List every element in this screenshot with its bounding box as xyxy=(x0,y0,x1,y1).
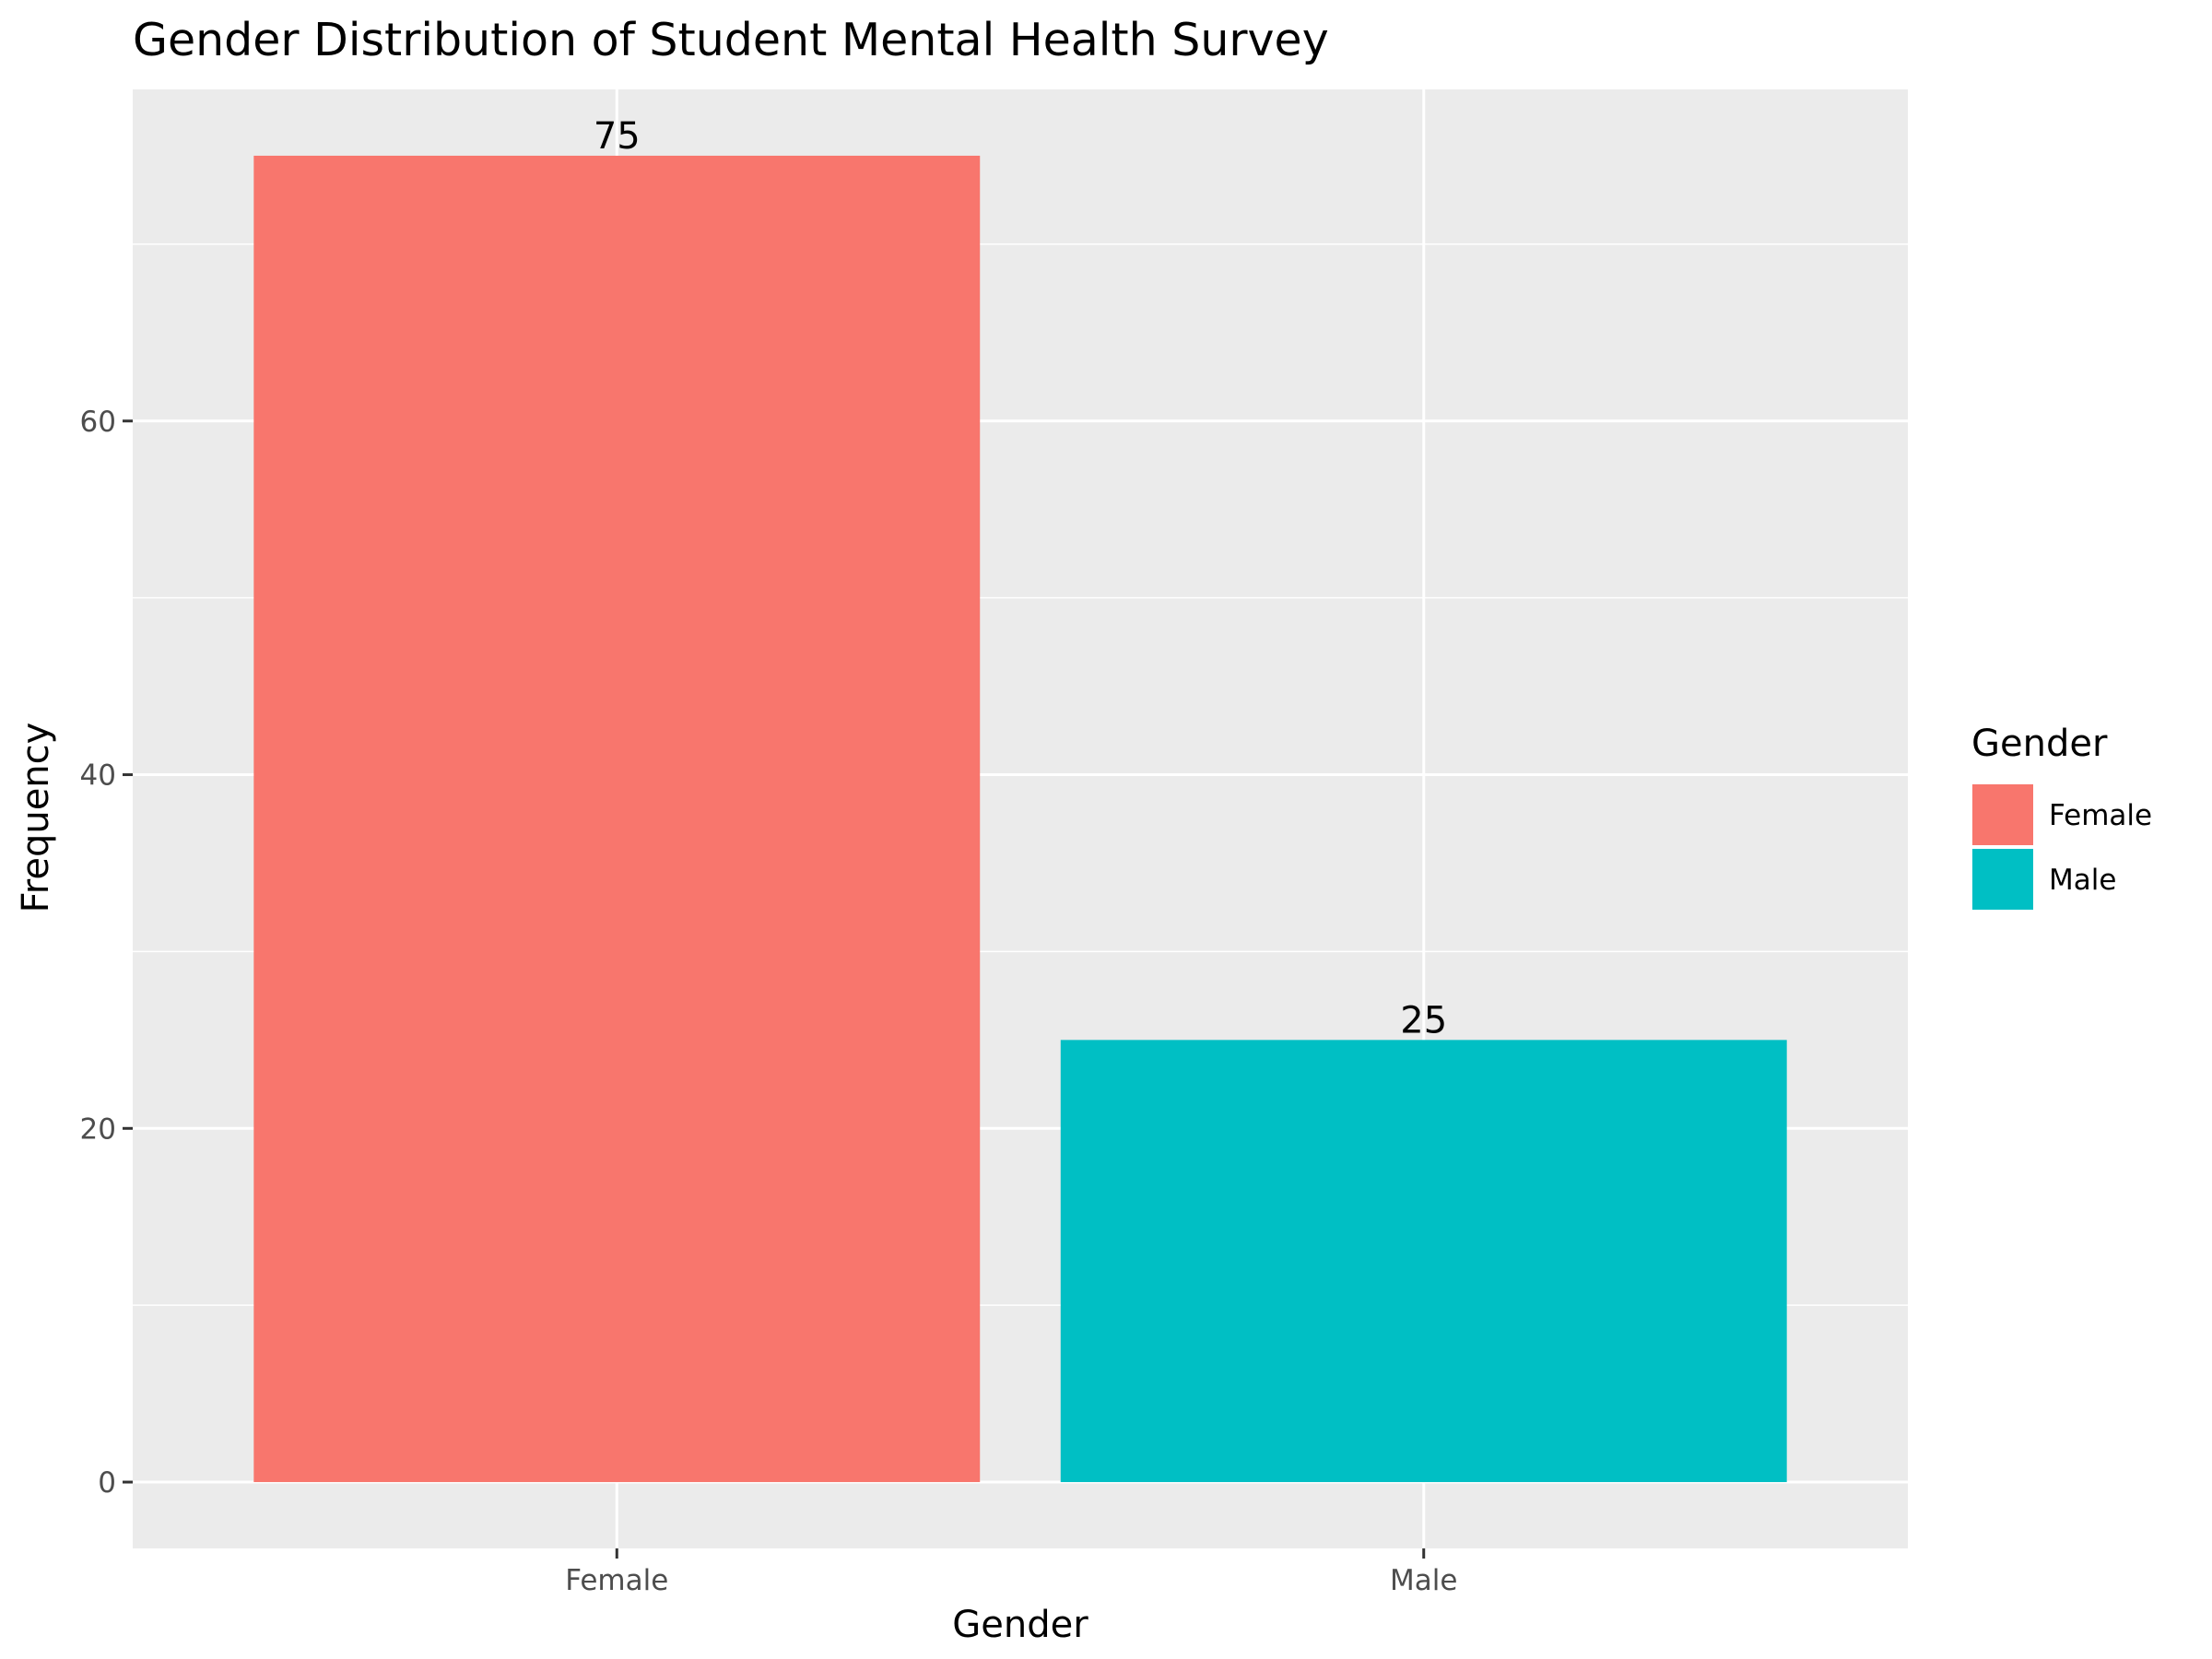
x-axis: Female Male xyxy=(565,1548,1457,1597)
x-tick-label: Male xyxy=(1390,1564,1457,1597)
legend: Gender Female Male xyxy=(1971,723,2152,912)
bar-female xyxy=(253,155,981,1483)
y-tick-label: 40 xyxy=(80,759,116,793)
legend-key-female xyxy=(1971,782,2035,847)
y-tick-label: 60 xyxy=(80,406,116,439)
y-tick-label: 0 xyxy=(98,1466,116,1500)
bar-value-label: 25 xyxy=(1400,999,1447,1041)
legend-title: Gender xyxy=(1971,723,2108,765)
legend-items: Female Male xyxy=(1971,782,2152,912)
y-axis: 0 20 40 60 xyxy=(80,406,133,1500)
legend-label-male: Male xyxy=(2049,864,2116,897)
legend-key-male xyxy=(1971,847,2035,912)
y-axis-title: Frequency xyxy=(15,723,57,913)
bar-male xyxy=(1060,1040,1787,1483)
bar-value-label: 75 xyxy=(594,115,641,158)
y-tick-label: 20 xyxy=(80,1112,116,1146)
bar-labels: 75 25 xyxy=(594,115,1447,1041)
x-axis-title: Gender xyxy=(952,1604,1088,1646)
bars xyxy=(253,155,1787,1483)
chart-title: Gender Distribution of Student Mental He… xyxy=(133,14,1329,66)
x-tick-label: Female xyxy=(565,1564,668,1597)
legend-label-female: Female xyxy=(2049,799,2152,832)
